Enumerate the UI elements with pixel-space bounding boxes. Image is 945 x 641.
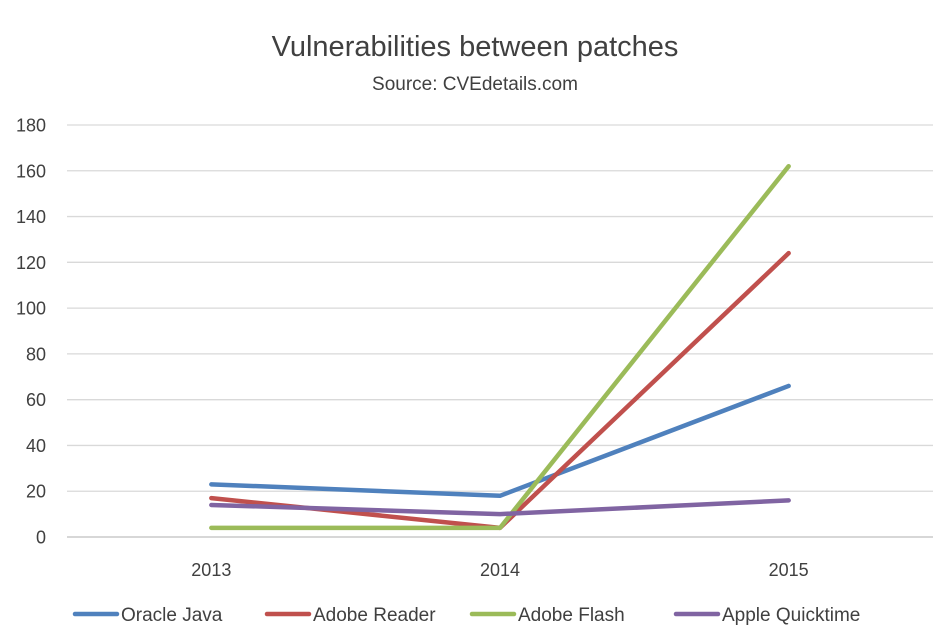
y-tick-label: 40 bbox=[26, 436, 46, 456]
y-tick-label: 20 bbox=[26, 482, 46, 502]
y-tick-label: 100 bbox=[16, 299, 46, 319]
x-tick-label: 2014 bbox=[480, 560, 520, 580]
series-lines bbox=[209, 163, 791, 531]
y-tick-label: 140 bbox=[16, 207, 46, 227]
legend-label: Apple Quicktime bbox=[722, 605, 860, 626]
series-line-oracle-java bbox=[209, 383, 791, 499]
y-tick-label: 0 bbox=[36, 528, 46, 548]
y-tick-label: 180 bbox=[16, 116, 46, 136]
x-tick-label: 2015 bbox=[769, 560, 809, 580]
y-tick-label: 80 bbox=[26, 344, 46, 364]
series-line-adobe-flash bbox=[209, 163, 791, 531]
y-axis-ticks: 0 20 40 60 80 100 120 140 160 180 bbox=[16, 116, 46, 548]
y-tick-label: 60 bbox=[26, 390, 46, 410]
chart-subtitle: Source: CVEdetails.com bbox=[372, 74, 578, 95]
legend-label: Adobe Reader bbox=[313, 605, 436, 626]
chart-title: Vulnerabilities between patches bbox=[272, 31, 679, 63]
x-tick-label: 2013 bbox=[191, 560, 231, 580]
legend-label: Oracle Java bbox=[121, 605, 223, 626]
y-tick-label: 120 bbox=[16, 253, 46, 273]
series-line-apple-quicktime bbox=[209, 498, 791, 517]
y-tick-label: 160 bbox=[16, 161, 46, 181]
gridlines bbox=[67, 124, 933, 538]
legend: Oracle Java Adobe Reader Adobe Flash Apple … bbox=[72, 605, 860, 626]
x-axis-ticks: 2013 2014 2015 bbox=[191, 560, 808, 580]
legend-label: Adobe Flash bbox=[518, 605, 625, 626]
